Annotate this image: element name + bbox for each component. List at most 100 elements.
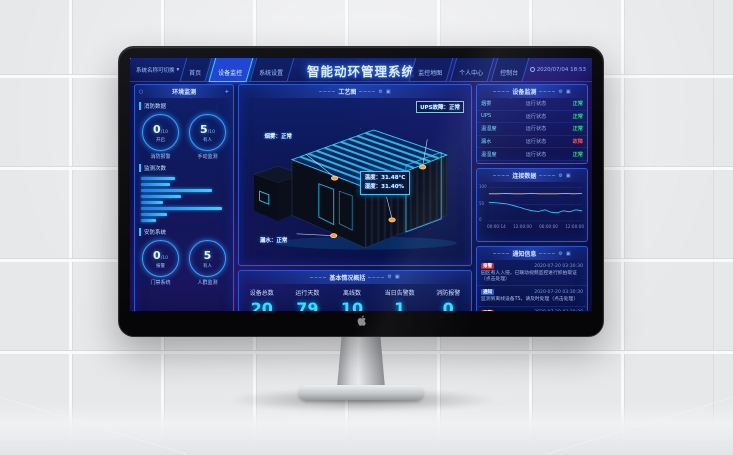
ups-marker[interactable] bbox=[419, 164, 427, 170]
security-section-title: 安防系统 bbox=[139, 228, 229, 236]
x-tick-label: 00:00:00 bbox=[539, 224, 558, 229]
right-column: 设备监测 ⚙ ▣ 烟雾 运行状态 正常 UPS 运行状态 正常 温湿度 运行状态 正常 漏水 运行状… bbox=[476, 84, 588, 311]
device-name: 漏水 bbox=[481, 139, 492, 146]
expand-icon[interactable]: ▣ bbox=[385, 88, 391, 95]
tab-首页[interactable]: 首页 bbox=[179, 58, 213, 82]
gauge-caption: 门禁系统 bbox=[150, 280, 171, 286]
bar bbox=[141, 207, 222, 210]
table-row: 温湿度 运行状态 正常 bbox=[477, 148, 587, 161]
gauge-number: 5 bbox=[204, 249, 212, 262]
header-deco-line bbox=[310, 276, 327, 278]
monitor-stand-neck bbox=[337, 334, 385, 388]
alarm-time: 2020-07-20 03:30:30 bbox=[534, 310, 583, 311]
gauge: 5 有人人群监测 bbox=[189, 240, 226, 286]
notification-panel: 通知信息 ⚙ ▣ 报警 2020-07-20 03:30:30 园区有人入侵，已联动… bbox=[476, 246, 588, 311]
x-tick-label: 12:00:00 bbox=[513, 224, 532, 229]
environment-panel-title: 环境监测 bbox=[172, 89, 197, 96]
gauge-circle: 5 有人 bbox=[189, 240, 226, 277]
alarm-text: 园区有人入侵，已联动视频监控进行抓拍取证（点击处理） bbox=[481, 271, 577, 283]
chevron-down-icon: ▾ bbox=[176, 66, 180, 73]
bars bbox=[135, 174, 233, 224]
gear-icon[interactable]: ⚙ bbox=[387, 274, 392, 281]
gauge: 0/10 报警 门禁系统 bbox=[142, 240, 179, 286]
clock-icon bbox=[529, 67, 535, 72]
smoke-marker[interactable] bbox=[331, 175, 339, 181]
table-row: 温湿度 运行状态 正常 bbox=[477, 123, 587, 136]
alarm-tag: 通知 bbox=[481, 289, 495, 296]
plus-icon[interactable]: + bbox=[224, 88, 229, 95]
gear-icon[interactable]: ⚙ bbox=[558, 250, 563, 257]
summary-value: 10 bbox=[340, 298, 364, 311]
y-tick-label: 100 bbox=[479, 184, 487, 189]
summary-value: 0 bbox=[442, 298, 454, 311]
list-item[interactable]: 通知 2020-07-20 03:30:30 监测到离线设备TS，请及时处理（点击处… bbox=[477, 286, 587, 307]
status-badge: 正常 bbox=[572, 113, 583, 120]
expand-icon[interactable]: ▣ bbox=[565, 250, 571, 257]
list-item[interactable]: 报警 2020-07-20 03:30:30 园区有人入侵，已联动视频监控进行抓拍取… bbox=[477, 260, 587, 287]
environment-panel: ○ 环境监测 + 消防数据 0/10 开启 消防报警 5/10 有人 手动监测 监测次数 … bbox=[134, 84, 234, 311]
x-tick-label: 12:00:00 bbox=[565, 224, 584, 229]
summary-label: 当日告警数 bbox=[384, 289, 415, 297]
summary-item: 消防报警 0 bbox=[436, 288, 460, 311]
tab-监控地图[interactable]: 监控地图 bbox=[408, 58, 454, 82]
gauge: 5/10 有人手动监测 bbox=[189, 114, 226, 160]
alarm-tag: 报警 bbox=[481, 263, 495, 269]
header-deco-line bbox=[493, 91, 510, 92]
status-badge: 故障 bbox=[572, 139, 583, 146]
expand-icon[interactable]: ▣ bbox=[565, 88, 571, 95]
tab-系统设置[interactable]: 系统设置 bbox=[249, 58, 295, 82]
gear-icon[interactable]: ⚙ bbox=[558, 172, 563, 179]
expand-icon[interactable]: ▣ bbox=[394, 274, 400, 281]
system-select-dropdown[interactable]: 系统名称可切换 ▾ bbox=[136, 66, 179, 74]
summary-item: 离线数 10 bbox=[341, 288, 363, 311]
gear-icon[interactable]: ⚙ bbox=[378, 88, 383, 95]
bars-section-title: 监测次数 bbox=[139, 164, 229, 172]
header-deco-line bbox=[539, 253, 556, 254]
process-panel-header: 工艺图 ⚙ ▣ bbox=[239, 85, 471, 98]
bar bbox=[141, 183, 171, 186]
page-title: 智能动环管理系统 bbox=[306, 64, 416, 79]
alarm-item-header: 报警 2020-07-20 03:30:30 bbox=[481, 263, 583, 269]
device-status-header: 设备监测 ⚙ ▣ bbox=[477, 85, 587, 98]
tab-label: 首页 bbox=[189, 70, 202, 77]
tab-控制台[interactable]: 控制台 bbox=[490, 58, 530, 82]
expand-icon[interactable]: ▣ bbox=[565, 172, 571, 179]
gear-icon[interactable]: ⚙ bbox=[558, 88, 563, 95]
device-state: 运行状态 bbox=[525, 126, 547, 133]
alarm-item-header: 通知 2020-07-20 03:30:30 bbox=[481, 289, 583, 296]
notification-list: 报警 2020-07-20 03:30:30 园区有人入侵，已联动视频监控进行抓拍取… bbox=[477, 260, 587, 311]
gauge-number: 0/10 bbox=[153, 249, 168, 262]
device-status-title: 设备监测 bbox=[512, 89, 537, 96]
table-row: UPS 运行状态 正常 bbox=[477, 111, 587, 124]
device-status-panel: 设备监测 ⚙ ▣ 烟雾 运行状态 正常 UPS 运行状态 正常 温湿度 运行状态 正常 漏水 运行状… bbox=[476, 84, 588, 164]
gauge-caption: 手动监测 bbox=[197, 154, 218, 160]
gauge-value: 5 bbox=[200, 122, 208, 136]
gauge-circle: 5/10 有人 bbox=[189, 114, 226, 151]
summary-label: 设备总数 bbox=[249, 289, 274, 297]
center-column: 工艺图 ⚙ ▣ bbox=[238, 84, 472, 311]
device-name: 温湿度 bbox=[481, 151, 497, 158]
trend-panel-header: 连接数据 ⚙ ▣ bbox=[477, 169, 587, 182]
summary-items: 设备总数 20 运行天数 79 离线数 10 当日告警数 1 消防报警 0 bbox=[239, 284, 471, 311]
temp-marker[interactable] bbox=[388, 217, 396, 223]
device-name: 烟雾 bbox=[481, 101, 492, 108]
apple-logo-icon bbox=[357, 315, 366, 326]
header-deco-line bbox=[368, 276, 385, 278]
tab-label: 设备监控 bbox=[218, 70, 243, 77]
leak-marker[interactable] bbox=[330, 233, 338, 239]
circle-icon[interactable]: ○ bbox=[139, 88, 144, 95]
trend-x-labels: 00:00:14 12:00:00 00:00:00 12:00:00 bbox=[477, 223, 587, 229]
monitor-stand-base bbox=[299, 385, 423, 400]
gauge-caption: 人群监测 bbox=[197, 280, 218, 286]
tab-设备监控[interactable]: 设备监控 bbox=[208, 58, 254, 82]
container-3d-art bbox=[253, 129, 457, 250]
temp-humidity-callout: 温度：31.48°C 湿度：31.40% bbox=[359, 171, 411, 195]
trend-svg bbox=[488, 187, 583, 222]
gauge-value: 0 bbox=[153, 122, 161, 136]
status-badge: 正常 bbox=[572, 101, 583, 108]
notification-panel-header: 通知信息 ⚙ ▣ bbox=[477, 247, 587, 260]
trend-chart: 100 50 0 bbox=[477, 182, 587, 223]
tab-个人中心[interactable]: 个人中心 bbox=[449, 58, 495, 82]
device-state: 运行状态 bbox=[525, 101, 547, 108]
